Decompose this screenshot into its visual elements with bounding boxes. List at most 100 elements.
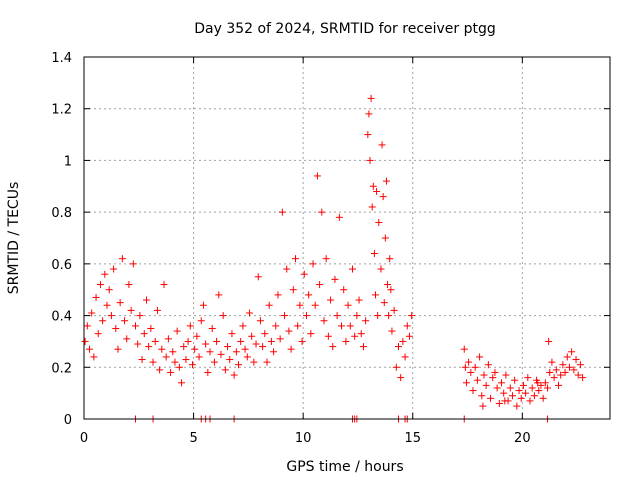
data-point — [169, 348, 177, 356]
data-point — [237, 337, 245, 345]
data-point — [366, 156, 374, 164]
data-point — [327, 296, 335, 304]
data-point — [544, 384, 552, 392]
data-point — [173, 327, 181, 335]
grid-lines — [84, 57, 610, 419]
data-point — [142, 296, 150, 304]
data-point — [112, 325, 120, 332]
data-point — [261, 330, 269, 338]
data-point — [151, 337, 159, 345]
x-axis-label: GPS time / hours — [286, 459, 403, 475]
data-point — [579, 374, 587, 382]
data-point — [548, 358, 556, 366]
data-point — [539, 394, 547, 402]
data-point — [491, 368, 499, 376]
data-point — [217, 350, 225, 358]
data-point — [385, 312, 393, 320]
data-point — [484, 361, 492, 369]
data-point — [309, 260, 317, 268]
data-point — [121, 317, 129, 325]
x-tick-label: 0 — [80, 431, 88, 446]
data-point — [167, 368, 175, 376]
x-tick-label: 5 — [189, 431, 197, 446]
data-point — [105, 286, 113, 294]
data-point — [298, 337, 306, 345]
y-axis-label: SRMTID / TECUs — [6, 182, 22, 295]
data-point — [206, 348, 214, 356]
data-point — [241, 345, 249, 353]
data-point — [550, 374, 558, 382]
data-point — [469, 387, 477, 395]
data-point — [570, 366, 578, 374]
data-point — [392, 363, 400, 371]
data-point — [175, 363, 183, 371]
data-point — [333, 312, 341, 320]
data-points — [81, 94, 587, 423]
data-point — [252, 340, 260, 348]
data-point — [513, 402, 521, 410]
y-tick-label: 0 — [64, 413, 72, 428]
data-point — [259, 343, 267, 351]
data-point — [498, 379, 506, 387]
data-point — [526, 397, 534, 405]
data-point — [300, 270, 308, 278]
data-point — [473, 376, 481, 384]
data-point — [335, 213, 343, 221]
data-point — [355, 296, 363, 304]
data-point — [502, 371, 510, 379]
data-point — [132, 322, 140, 330]
data-point — [274, 291, 282, 299]
data-point — [348, 265, 356, 273]
data-point — [373, 187, 381, 195]
data-point — [515, 387, 523, 395]
data-point — [471, 363, 479, 371]
data-point — [186, 322, 194, 330]
data-point — [370, 250, 378, 258]
data-point — [390, 306, 398, 314]
data-point — [138, 356, 146, 364]
data-point — [149, 358, 157, 366]
y-tick-label: 0.6 — [51, 258, 72, 273]
data-point — [294, 322, 302, 330]
data-point — [561, 368, 569, 376]
data-point — [460, 345, 468, 353]
data-point — [245, 309, 253, 317]
data-point — [522, 389, 530, 397]
data-point — [501, 397, 509, 405]
data-point — [565, 363, 573, 371]
data-point — [511, 376, 519, 384]
data-point — [204, 368, 212, 376]
data-point — [478, 392, 486, 400]
data-point — [313, 172, 321, 180]
data-point — [285, 327, 293, 335]
data-point — [267, 337, 275, 345]
data-point — [147, 325, 155, 332]
data-point — [276, 335, 284, 343]
data-point — [320, 317, 328, 325]
data-point — [397, 374, 405, 382]
data-point — [180, 343, 188, 351]
data-point — [388, 327, 396, 335]
data-point — [83, 322, 91, 330]
y-tick-label: 0.2 — [51, 361, 72, 376]
data-point — [250, 358, 258, 366]
data-point — [110, 265, 118, 273]
data-point — [353, 312, 361, 320]
data-point — [351, 332, 359, 340]
data-point — [254, 273, 262, 281]
data-point — [379, 193, 387, 201]
data-point — [88, 309, 96, 317]
data-point — [541, 379, 549, 387]
data-point — [182, 356, 190, 364]
data-point — [384, 281, 392, 289]
data-point — [528, 384, 536, 392]
data-point — [272, 322, 280, 330]
data-point — [479, 402, 487, 410]
data-point — [524, 374, 532, 382]
data-point — [125, 281, 133, 289]
y-tick-label: 1.2 — [51, 103, 72, 118]
data-point — [224, 343, 232, 351]
data-point — [382, 177, 390, 185]
data-point — [232, 348, 240, 356]
